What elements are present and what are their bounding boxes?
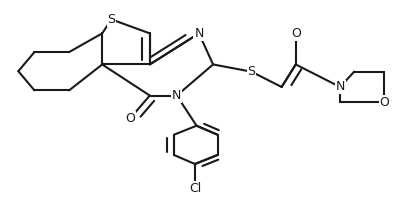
- Text: N: N: [194, 27, 203, 40]
- Text: Cl: Cl: [188, 182, 200, 195]
- Text: N: N: [172, 89, 181, 102]
- Text: O: O: [379, 96, 388, 109]
- Text: O: O: [290, 27, 300, 40]
- Text: S: S: [107, 13, 115, 26]
- Text: S: S: [247, 65, 255, 78]
- Text: N: N: [335, 80, 344, 94]
- Text: O: O: [125, 111, 135, 125]
